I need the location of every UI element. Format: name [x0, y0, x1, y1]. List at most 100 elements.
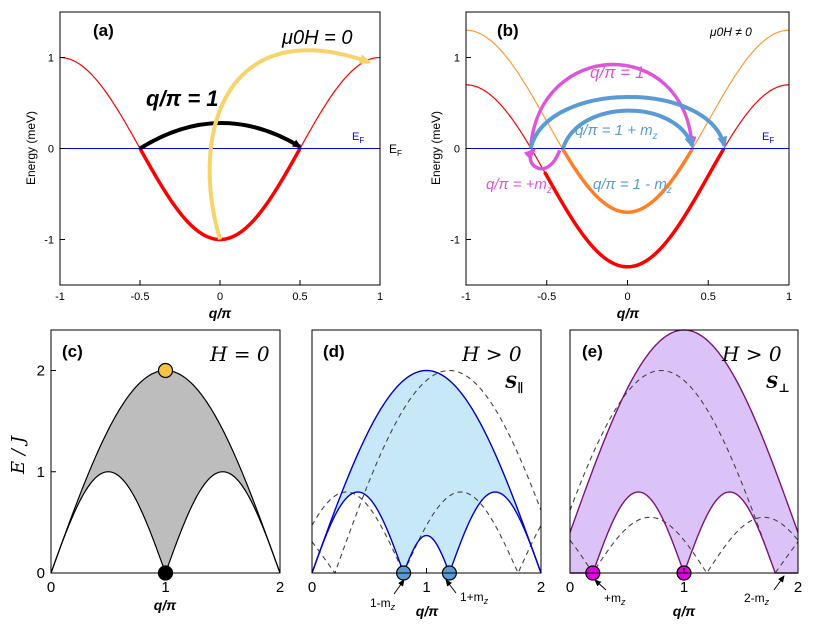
- panel-e-dashed-a: [569, 369, 799, 575]
- ef-letter-b: E: [762, 131, 769, 143]
- d-comp-sub: ∥: [517, 381, 523, 395]
- x-tick-label: -0.5: [131, 291, 150, 303]
- x-tick-label: -0.5: [537, 291, 556, 303]
- panel-b-band-up-occupied: [560, 147, 695, 214]
- panel-b-field-annotation: μ0H ≠ 0: [709, 25, 752, 39]
- plus-mz-text: q/π = 1 + m: [575, 122, 653, 139]
- panel-d-lower-bound: [311, 491, 542, 576]
- e-left-sub: z: [620, 597, 626, 607]
- panel-b-fermi-label: EF: [762, 131, 774, 145]
- panel-b-label-plus-mz: q/π = 1 + mz: [575, 122, 658, 142]
- x-tick-label: -1: [461, 291, 471, 303]
- y-tick-label: -1: [450, 235, 460, 247]
- ef-sub: F: [359, 136, 364, 145]
- panel-d-title: H > 0: [461, 342, 522, 366]
- panel-a: -1 -0.5 0 0.5 1-101 (a) μ0H = 0 q/π = 1 EF E…: [24, 11, 402, 321]
- panel-b-arc-mz: [523, 148, 562, 171]
- panel-b-label-minus-mz: q/π = 1 - mz: [593, 176, 672, 196]
- panel-b-xlabel: q/π: [617, 305, 640, 321]
- panel-e-label: (e): [582, 342, 603, 361]
- panel-c: 0 1 2 0 1 2 (c) H = 0 E / J q/π: [8, 329, 285, 613]
- panel-d-pointer-left: [393, 579, 405, 595]
- x-tick-label: 1: [422, 579, 430, 596]
- panel-a-ticks: -1 -0.5 0 0.5 1 -1 0 1: [44, 53, 383, 304]
- y-tick-label: 0: [37, 565, 45, 582]
- x-tick-label: 0: [566, 579, 574, 596]
- ef-letter-out: E: [389, 142, 397, 156]
- panel-e-dashed-b: [569, 516, 799, 575]
- panel-d-xlabel: q/π: [416, 603, 439, 619]
- ef-sub-out: F: [397, 149, 402, 158]
- x-tick-label: 0: [47, 579, 55, 596]
- mz-text: q/π = +m: [486, 176, 547, 193]
- panel-c-point-top: [157, 362, 174, 379]
- panel-a-ylabel: Energy (meV): [24, 111, 38, 185]
- panel-e-pointer-left: [594, 579, 607, 591]
- panel-e-label-left: +mz: [604, 591, 626, 607]
- mz-sub: z: [546, 185, 552, 196]
- panel-c-ticks: 0 1 2 0 1 2: [37, 363, 285, 597]
- x-tick-label: 2: [276, 579, 284, 596]
- x-tick-label: 0.5: [701, 291, 716, 303]
- d-right-sub: z: [483, 596, 489, 606]
- panel-e-pointer-right: [773, 575, 785, 591]
- x-tick-label: 1: [161, 579, 169, 596]
- panel-b-band-down-occupied: [543, 147, 726, 269]
- x-tick-label: 2: [537, 579, 545, 596]
- panel-b-ylabel: Energy (meV): [429, 111, 443, 185]
- panel-d-ticks: 0 1 2: [308, 568, 545, 596]
- y-tick-label: 2: [37, 363, 45, 380]
- e-right-text: 2-m: [744, 591, 765, 605]
- x-tick-label: -1: [55, 291, 65, 303]
- y-tick-label: 0: [48, 144, 54, 156]
- e-comp-letter: S: [766, 373, 778, 393]
- panel-e-label-right: 2-mz: [744, 591, 770, 607]
- panel-a-fermi-label-inside: EF: [352, 131, 364, 145]
- panel-b-label-mz: q/π = +mz: [486, 176, 552, 196]
- panel-a-arrow-field: [207, 48, 372, 241]
- minus-mz-text: q/π = 1 - m: [593, 176, 667, 193]
- d-left-sub: z: [390, 602, 396, 612]
- panel-c-continuum: [51, 370, 280, 573]
- minus-mz-sub: z: [666, 185, 672, 196]
- x-tick-label: 1: [680, 579, 688, 596]
- panel-d-pointer-right: [445, 579, 457, 594]
- ef-letter: E: [352, 131, 359, 143]
- d-right-text: 1+m: [460, 590, 484, 604]
- panel-d-label-left: 1-mz: [370, 596, 396, 612]
- panel-e-ticks: 0 1 2: [566, 568, 802, 596]
- panel-a-q-annotation: q/π = 1: [146, 86, 219, 111]
- panel-b-label: (b): [497, 21, 519, 40]
- panel-a-arrow-q1: [138, 121, 302, 151]
- ef-sub-b: F: [769, 136, 774, 145]
- x-tick-label: 1: [377, 291, 383, 303]
- panel-c-label: (c): [62, 342, 83, 361]
- panel-d-component: S∥: [505, 373, 524, 395]
- x-tick-label: 0: [217, 291, 223, 303]
- panel-e-component: S⊥: [766, 373, 790, 395]
- e-comp-sub: ⊥: [778, 381, 790, 395]
- panel-c-title: H = 0: [209, 342, 270, 366]
- e-right-sub: z: [764, 597, 770, 607]
- y-tick-label: 1: [454, 53, 460, 65]
- panel-b-ticks: -1 -0.5 0 0.5 1 -1 0 1: [450, 53, 792, 304]
- x-tick-label: 0: [624, 291, 630, 303]
- panel-b-arc-minus-mz: [560, 108, 694, 150]
- y-tick-label: 1: [48, 53, 54, 65]
- panel-d-continuum: [312, 370, 541, 573]
- panel-d-label-right: 1+mz: [460, 590, 489, 606]
- panel-a-fermi-label-outside: EF: [389, 142, 402, 158]
- panel-a-band-occupied: [138, 147, 302, 242]
- x-tick-label: 2: [794, 579, 802, 596]
- panel-c-ylabel: E / J: [8, 434, 29, 475]
- x-tick-label: 0: [308, 579, 316, 596]
- panel-d-upper-bound: [311, 369, 542, 574]
- x-tick-label: 0.5: [292, 291, 307, 303]
- panel-b: -1 -0.5 0 0.5 1 -1 0 1 (b) μ0H ≠ 0 q/π = 1 q/π …: [429, 11, 792, 321]
- panel-a-label: (a): [93, 21, 114, 40]
- y-tick-label: -1: [44, 235, 54, 247]
- y-tick-label: 1: [37, 464, 45, 481]
